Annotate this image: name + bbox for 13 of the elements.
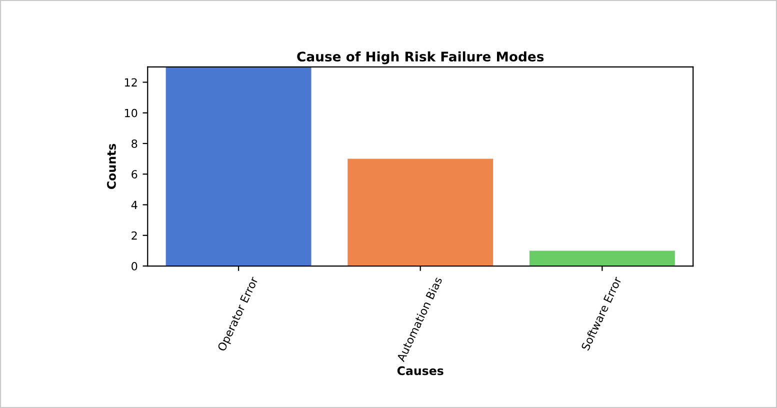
chart-title: Cause of High Risk Failure Modes — [297, 51, 544, 64]
y-tick-label: 8 — [132, 139, 138, 148]
y-tick-label: 12 — [124, 78, 137, 86]
y-tick-label: 4 — [131, 200, 138, 209]
y-tick-label: 0 — [132, 262, 138, 270]
bar — [166, 66, 312, 266]
y-tick-label: 10 — [124, 108, 138, 118]
bar — [529, 250, 675, 266]
bar — [348, 158, 494, 266]
y-tick-label: 6 — [132, 170, 138, 178]
y-axis-title: Counts — [106, 144, 116, 189]
y-tick-label: 2 — [132, 231, 137, 240]
x-axis-title: Causes — [397, 366, 444, 376]
